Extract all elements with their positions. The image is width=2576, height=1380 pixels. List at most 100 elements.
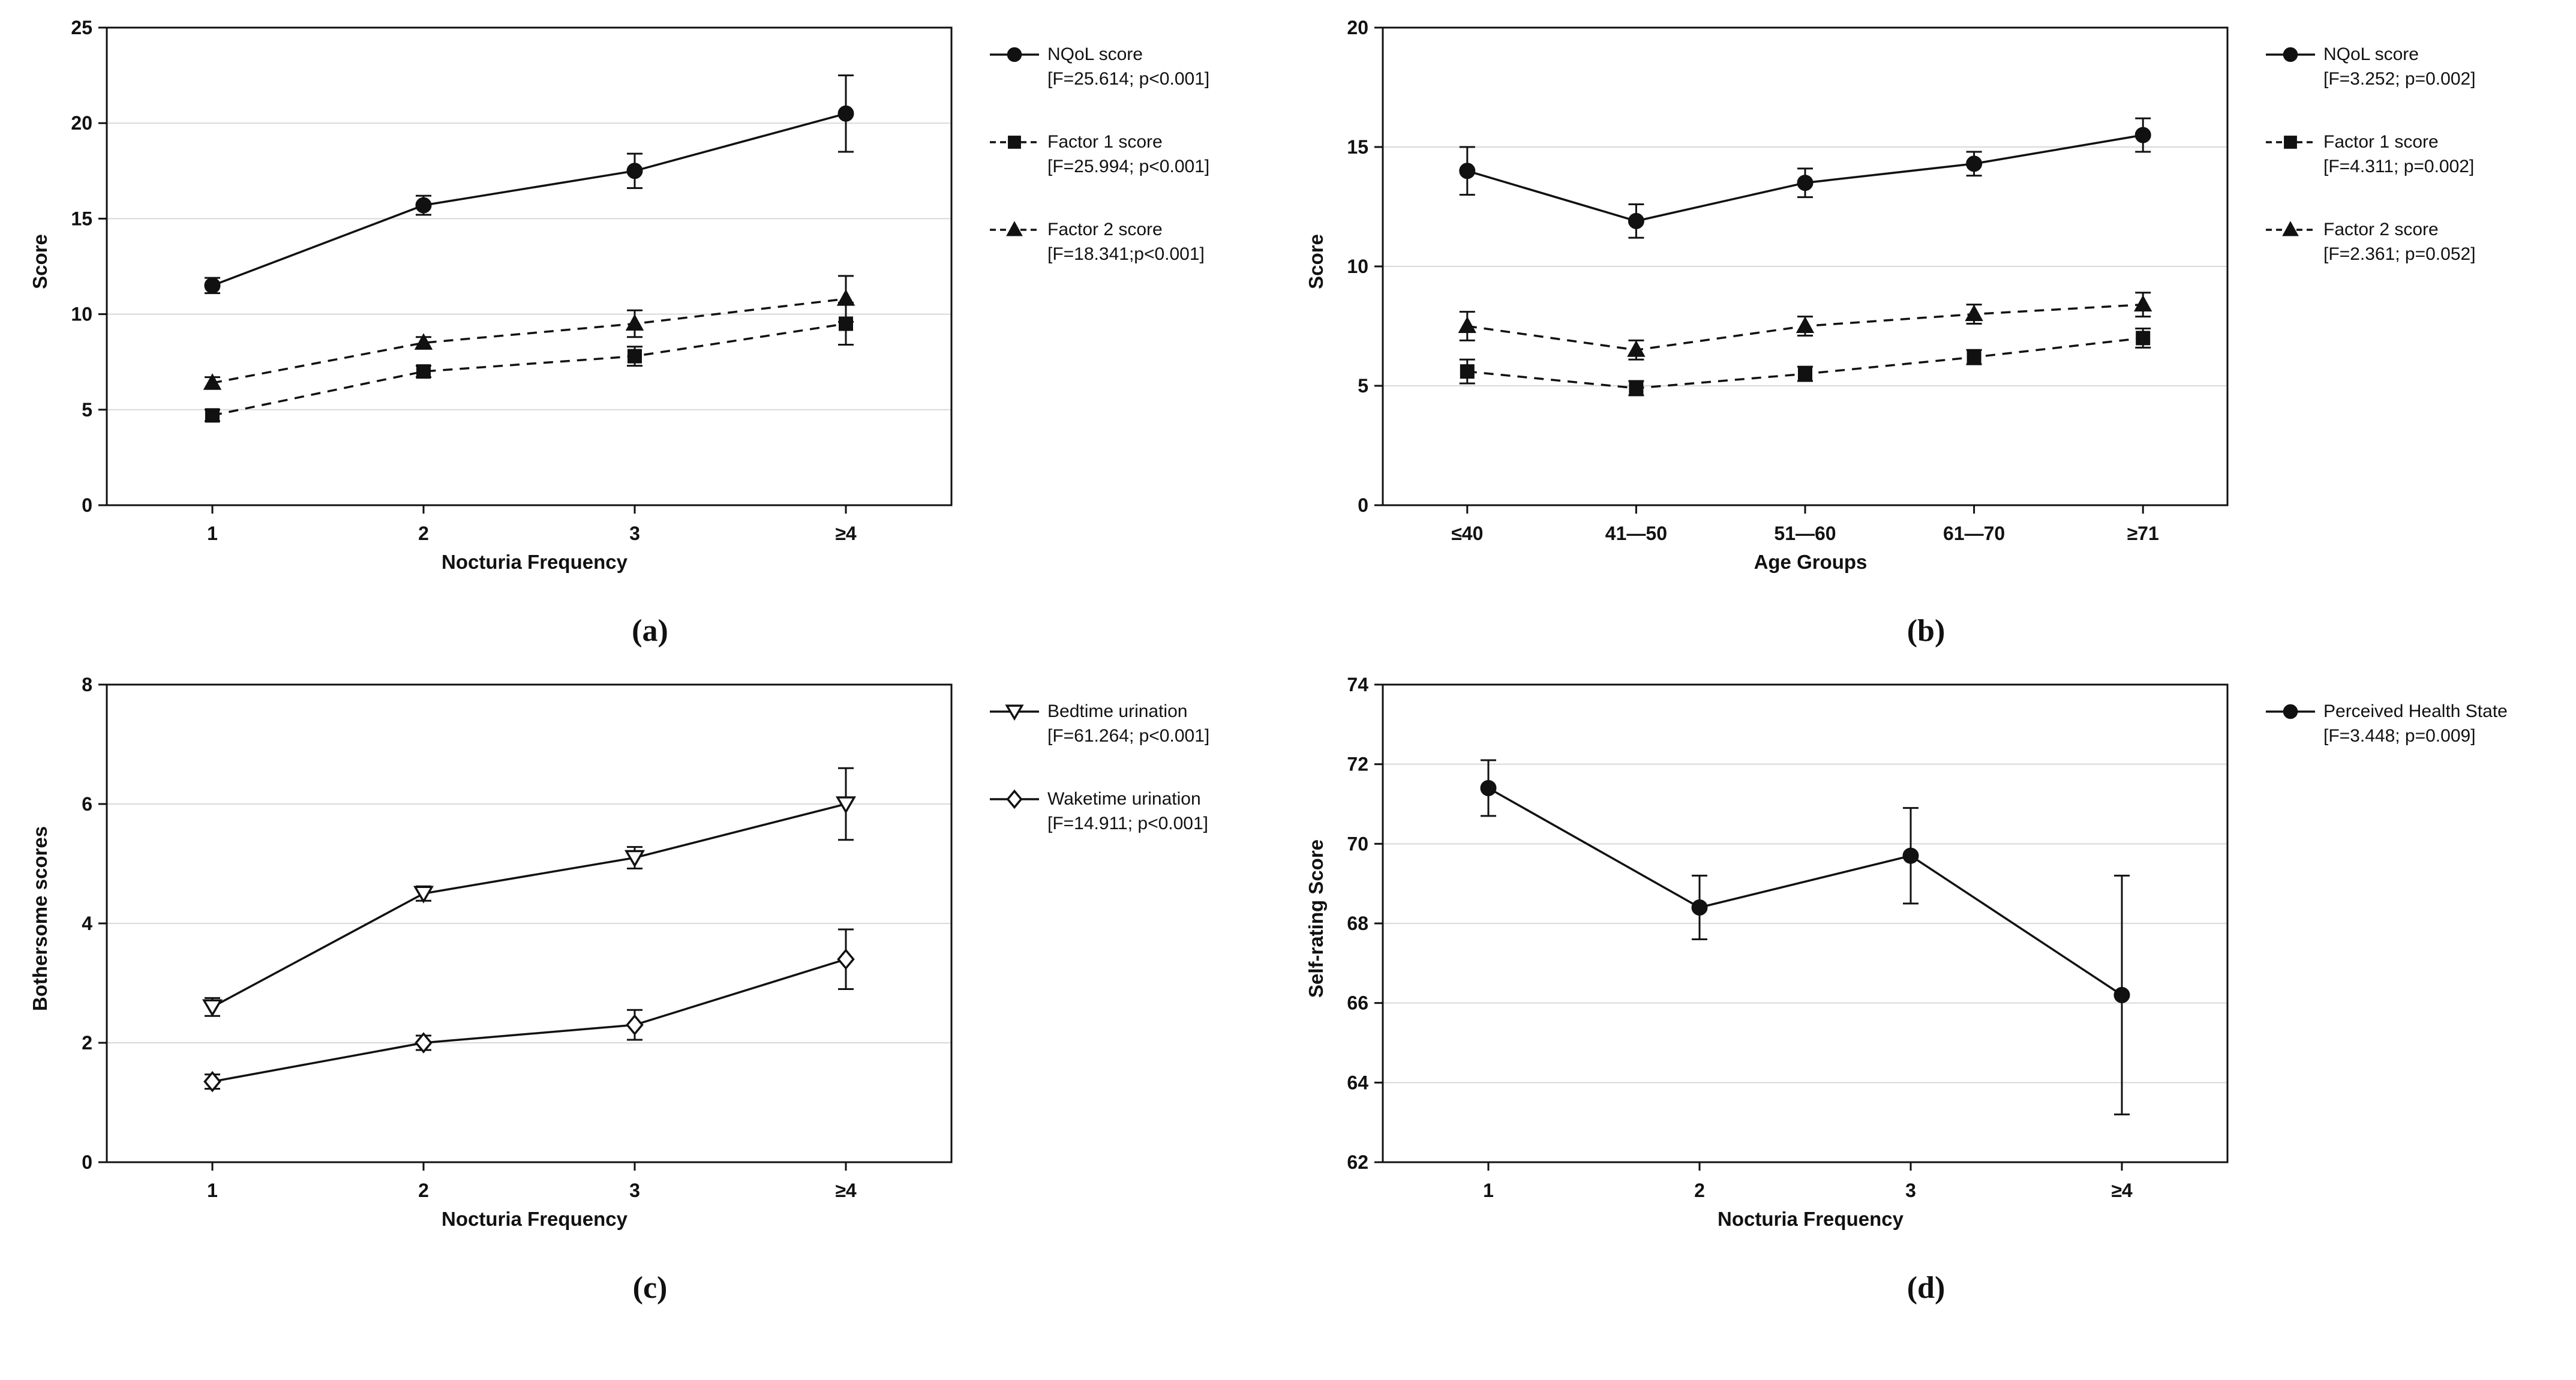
circle-marker	[1459, 163, 1476, 179]
series-line	[212, 298, 846, 384]
legend-entry: Factor 1 score [F=4.311; p=0.002]	[2265, 130, 2476, 179]
y-axis-title-b: Score	[1300, 18, 1332, 505]
series-nqol-score	[204, 74, 854, 295]
x-axis: ≤40 41—50 51—60 61—70 ≥71	[1451, 505, 2159, 544]
y-tick-label: 20	[1347, 18, 1368, 38]
y-tick-label: 6	[82, 793, 92, 815]
legend-entry: NQoL score [F=25.614; p<0.001]	[989, 42, 1209, 91]
circle-marker	[837, 105, 854, 122]
legend-series-name: Perceived Health State	[2323, 701, 2508, 721]
legend-text: Waketime urination [F=14.911; p<0.001]	[1047, 787, 1208, 836]
square-legend-icon	[2266, 136, 2315, 149]
y-tick-label: 70	[1347, 833, 1368, 854]
chart-row-d: Self-rating Score 62 64 66 68 70 72 74 1 2 3 ≥4 No…	[1300, 675, 2552, 1231]
gridlines	[107, 122, 951, 410]
x-axis-title-b: Age Groups	[1754, 551, 1868, 573]
circle-marker	[1480, 779, 1497, 796]
series-line	[1488, 787, 2122, 996]
circle-marker	[1007, 47, 1022, 62]
triangle-up-marker	[203, 373, 222, 390]
circle-legend-icon	[990, 47, 1039, 62]
circle-marker	[1628, 212, 1644, 229]
y-tick-label: 10	[71, 304, 92, 325]
diamond-marker	[203, 1070, 221, 1093]
panel-label-d: (d)	[1907, 1271, 1945, 1305]
y-tick-label: 0	[82, 1151, 92, 1173]
legend-series-name: Factor 2 score	[1047, 220, 1163, 239]
legend-entry: Factor 1 score [F=25.994; p<0.001]	[989, 130, 1209, 179]
legend-entry: Waketime urination [F=14.911; p<0.001]	[989, 787, 1209, 836]
triangle-up-marker	[1965, 304, 1983, 322]
x-axis-title-c: Nocturia Frequency	[442, 1208, 628, 1230]
x-axis-title-d: Nocturia Frequency	[1718, 1208, 1904, 1230]
square-marker	[2284, 136, 2297, 149]
legend-text: Factor 2 score [F=18.341;p<0.001]	[1047, 217, 1205, 266]
plot-column-a: 0 5 10 15 20 25 1 2 3 ≥4 Nocturia Frequency	[56, 18, 962, 574]
plot-column-b: 0 5 10 15 20 ≤40 41—50 51—60 61—70 ≥71 Age Groups	[1332, 18, 2238, 574]
chart-row-a: Score 0 5 10 15 20 25 1 2 3 ≥4 Nocturia Frequency…	[24, 18, 1276, 574]
y-tick-label: 20	[71, 112, 92, 134]
legend-c: Bedtime urination [F=61.264; p<0.001] Wake…	[989, 699, 1209, 836]
square-marker	[1460, 364, 1475, 379]
circle-legend-icon	[2266, 704, 2315, 719]
y-axis-title-d: Self-rating Score	[1300, 675, 1332, 1162]
legend-entry: Bedtime urination [F=61.264; p<0.001]	[989, 699, 1209, 748]
triangle-up-marker	[836, 289, 855, 306]
circle-marker	[415, 197, 432, 214]
y-tick-label: 5	[1358, 375, 1368, 397]
y-tick-label: 62	[1347, 1151, 1368, 1173]
plot-column-d: 62 64 66 68 70 72 74 1 2 3 ≥4 Nocturia Frequency	[1332, 675, 2238, 1231]
legend-series-stats: [F=2.361; p=0.052]	[2323, 244, 2476, 264]
diamond-legend-icon	[990, 789, 1039, 809]
panel-b: Score 0 5 10 15 20 ≤40 41—50 51—60 61—70 ≥71 Age …	[1300, 18, 2552, 649]
plot-frame	[106, 26, 953, 506]
panel-c: Bothersome scores 0 2 4 6 8 1 2 3 ≥4 Nocturia Fr…	[24, 675, 1276, 1306]
triangle-down-marker	[835, 796, 857, 814]
legend-series-stats: [F=25.994; p<0.001]	[1047, 157, 1210, 176]
triangle-up-marker	[1796, 316, 1815, 333]
triangle-up-marker	[2134, 295, 2152, 312]
square-marker	[1966, 350, 1981, 365]
y-axis-title-text: Score	[29, 234, 51, 289]
square-marker	[1798, 367, 1812, 382]
square-marker	[1629, 380, 1644, 395]
y-tick-label: 15	[1347, 136, 1368, 158]
triangle-down-marker	[413, 886, 434, 904]
x-tick-label: ≥4	[835, 523, 857, 544]
y-tick-label: 0	[82, 494, 92, 516]
square-legend-icon	[990, 136, 1039, 149]
panel-a: Score 0 5 10 15 20 25 1 2 3 ≥4 Nocturia Frequency…	[24, 18, 1276, 649]
circle-marker	[1966, 155, 1983, 172]
figure-grid: Score 0 5 10 15 20 25 1 2 3 ≥4 Nocturia Frequency…	[24, 18, 2552, 1306]
x-tick-label: ≥4	[835, 1180, 857, 1201]
panel-label-a: (a)	[632, 614, 668, 648]
x-tick-label: 2	[418, 523, 429, 544]
x-tick-label: ≥71	[2127, 523, 2159, 544]
diamond-marker	[837, 948, 855, 970]
square-marker	[1008, 136, 1021, 149]
series-bedtime-urination	[202, 767, 857, 1017]
legend-text: Factor 1 score [F=4.311; p=0.002]	[2323, 130, 2474, 179]
legend-entry: Factor 2 score [F=18.341;p<0.001]	[989, 217, 1209, 266]
diamond-marker	[415, 1032, 433, 1054]
gridlines	[1383, 763, 2227, 1084]
legend-series-stats: [F=18.341;p<0.001]	[1047, 244, 1205, 264]
triangle-up-marker	[414, 333, 433, 350]
y-tick-label: 4	[82, 913, 92, 934]
series-perceived-health-state	[1480, 759, 2130, 1115]
legend-series-stats: [F=14.911; p<0.001]	[1047, 814, 1208, 833]
x-tick-label: 3	[629, 1180, 640, 1201]
triangle-down-marker	[1005, 704, 1024, 721]
chart-row-b: Score 0 5 10 15 20 ≤40 41—50 51—60 61—70 ≥71 Age …	[1300, 18, 2552, 574]
x-tick-label: 1	[207, 523, 218, 544]
y-tick-label: 68	[1347, 913, 1368, 934]
circle-marker	[626, 163, 643, 179]
triangle-down-marker	[624, 850, 645, 868]
y-tick-label: 8	[82, 675, 92, 695]
y-tick-label: 74	[1347, 675, 1368, 695]
legend-entry: NQoL score [F=3.252; p=0.002]	[2265, 42, 2476, 91]
x-axis: 1 2 3 ≥4	[207, 505, 857, 544]
x-tick-label: 3	[1905, 1180, 1916, 1201]
y-axis: 62 64 66 68 70 72 74	[1347, 675, 1383, 1173]
y-tick-label: 72	[1347, 754, 1368, 775]
